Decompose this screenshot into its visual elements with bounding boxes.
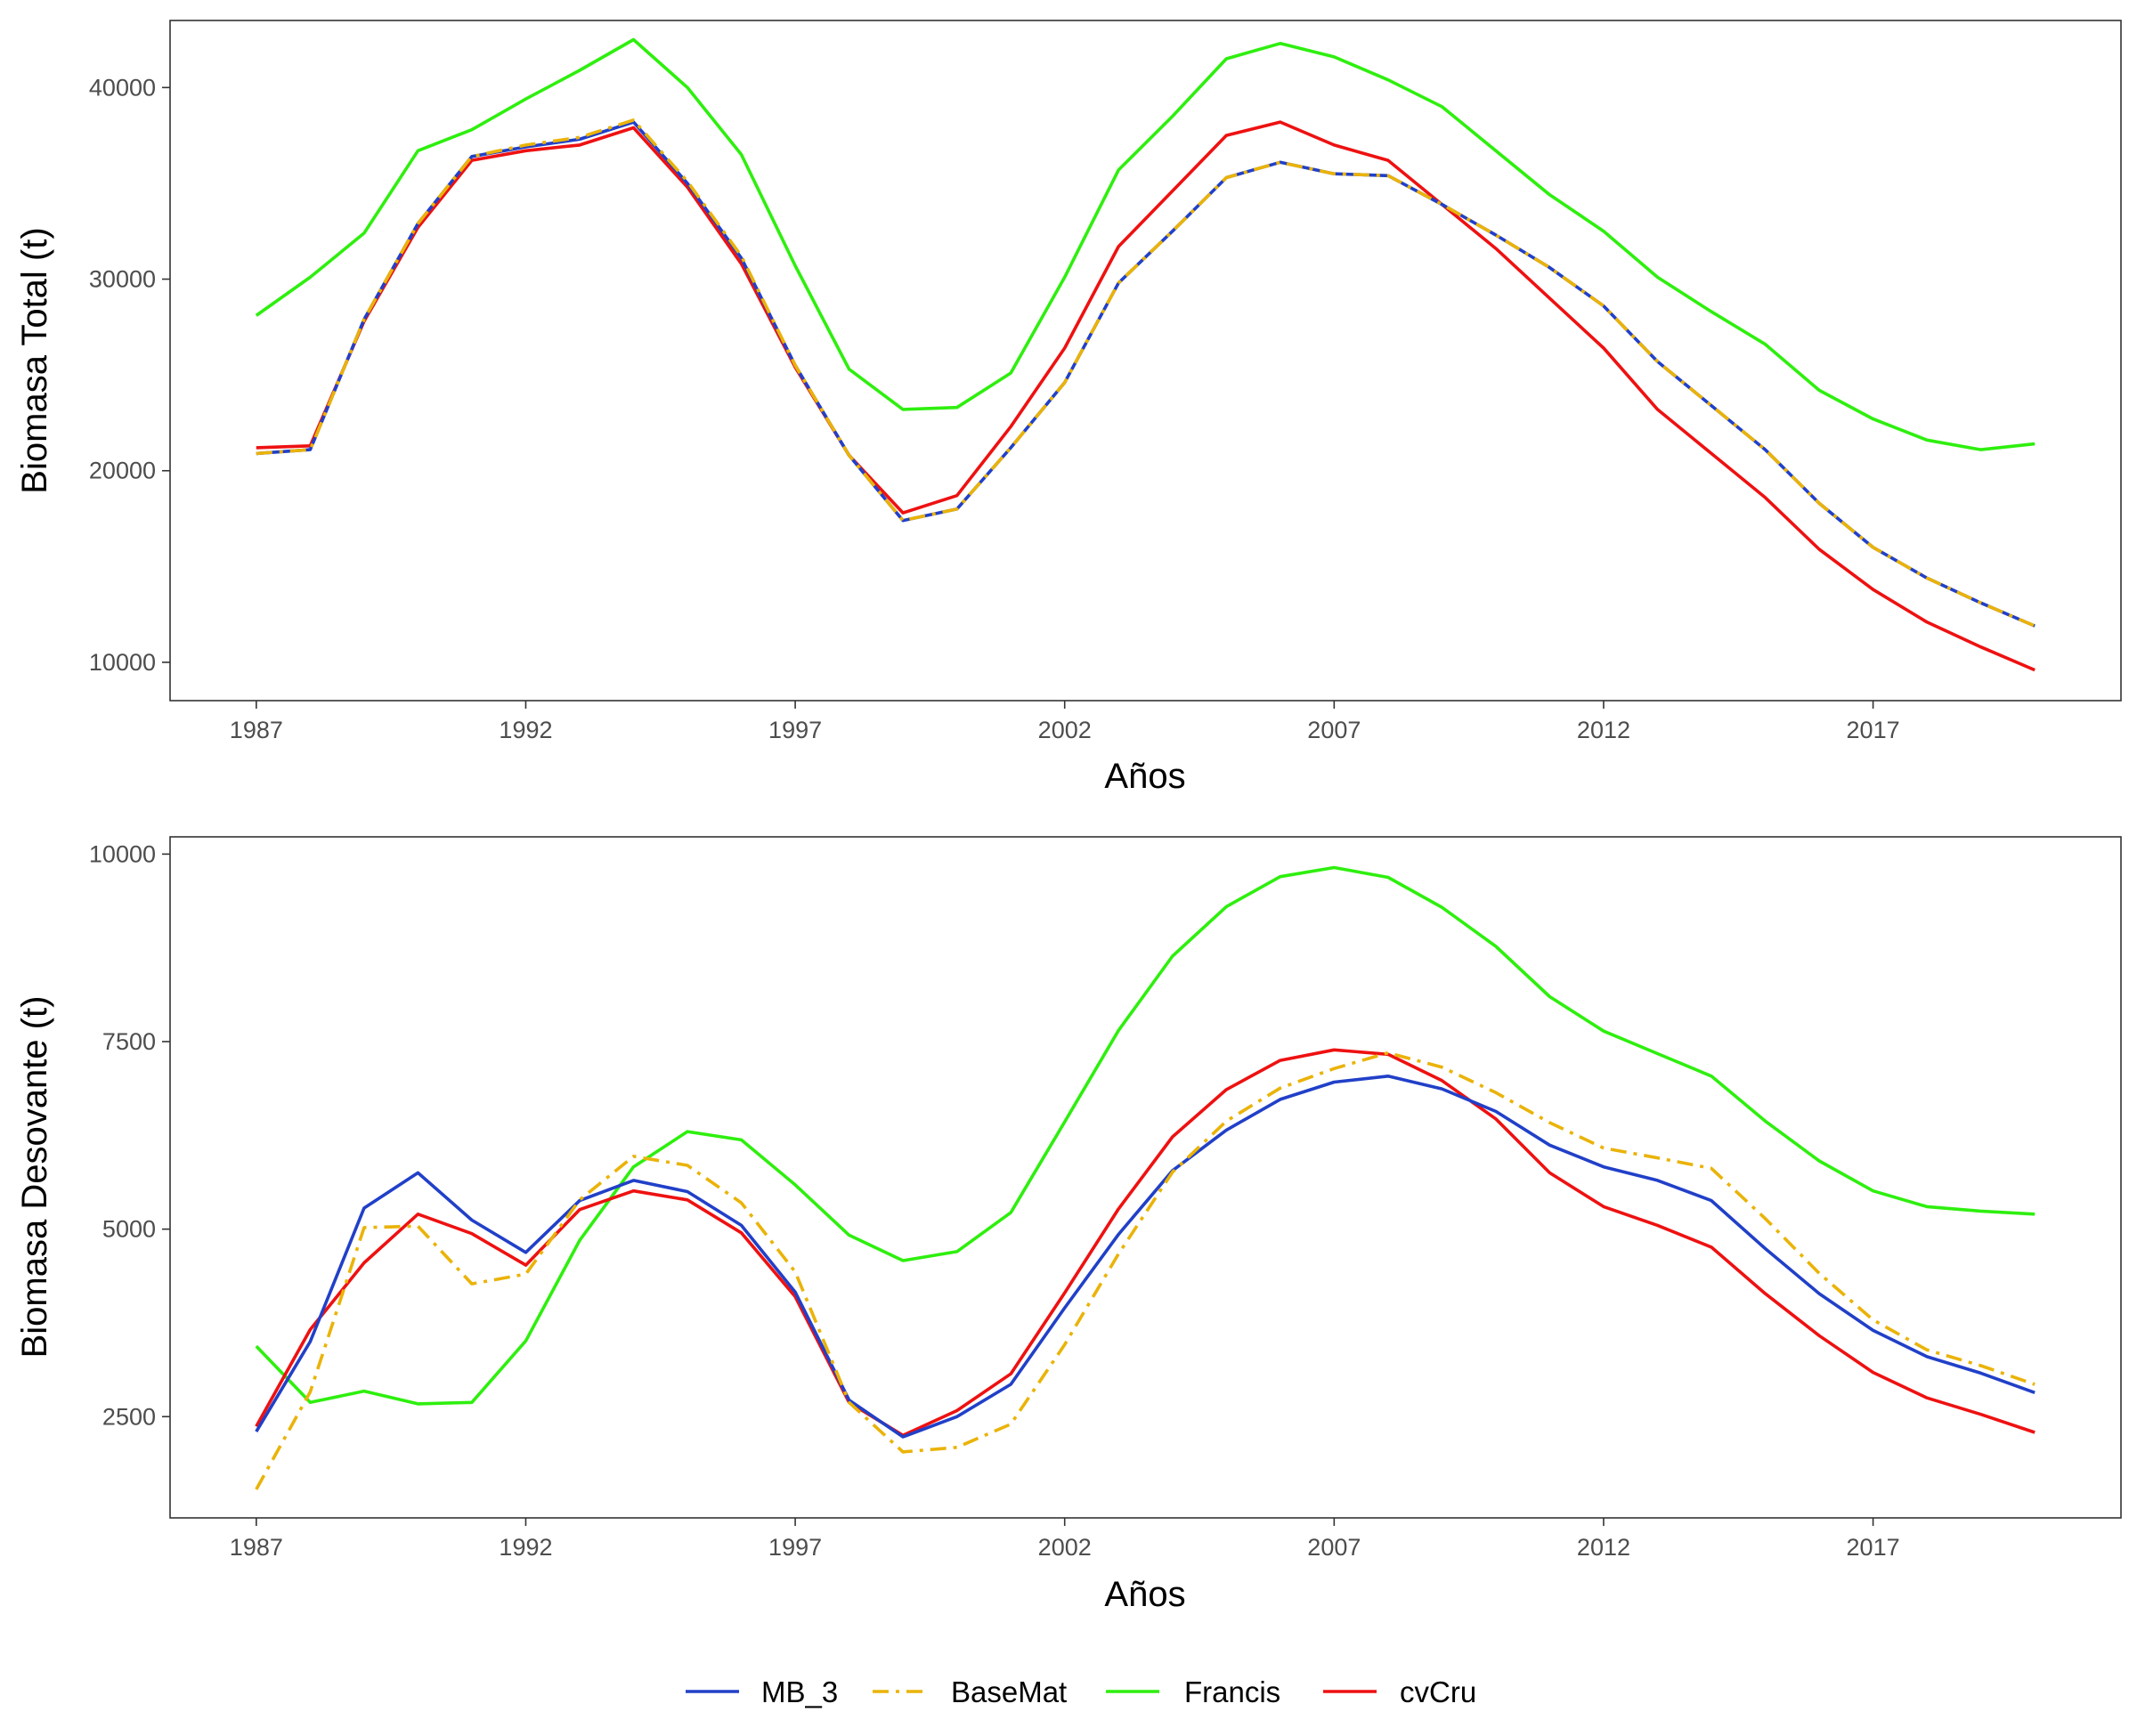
y-tick-label: 20000 [89, 458, 156, 484]
x-tick-label: 2007 [1307, 1534, 1361, 1561]
x-tick-label: 2012 [1577, 1534, 1630, 1561]
y-tick-label: 40000 [89, 74, 156, 101]
x-tick-label: 2017 [1847, 1534, 1900, 1561]
series-line-francis [255, 865, 2035, 1406]
legend-item-cvcru: cvCru [1323, 1675, 1476, 1708]
x-tick-label: 1997 [768, 717, 822, 743]
x-tick-label: 1987 [230, 717, 283, 743]
series-line-mb3 [255, 1075, 2035, 1439]
x-tick-label: 2017 [1847, 717, 1900, 743]
x-axis-title: Años [1104, 757, 1185, 796]
y-axis: 2500 5000 7500 10000 [89, 840, 170, 1430]
x-tick-label: 1987 [230, 1534, 283, 1561]
series-lines [255, 865, 2035, 1490]
series-line-cvcru [255, 1048, 2035, 1438]
legend-item-basemat: BaseMat [873, 1675, 1067, 1708]
x-axis: 1987 1992 1997 2002 2007 2012 2017 [230, 701, 1900, 743]
y-axis-title: Biomasa Total (t) [15, 227, 54, 493]
legend-label-basemat: BaseMat [951, 1675, 1067, 1708]
legend-item-mb3: MB_3 [686, 1675, 838, 1708]
legend-label-francis: Francis [1184, 1675, 1280, 1708]
x-axis-title: Años [1104, 1575, 1185, 1614]
x-tick-label: 1997 [768, 1534, 822, 1561]
x-axis: 1987 1992 1997 2002 2007 2012 2017 [230, 1518, 1900, 1561]
series-lines [255, 37, 2035, 672]
series-line-basemat [256, 118, 2035, 628]
y-axis: 10000 20000 30000 40000 [89, 74, 170, 676]
x-tick-label: 2002 [1038, 1534, 1092, 1561]
y-tick-label: 10000 [89, 649, 156, 676]
y-axis-title: Biomasa Desovante (t) [15, 996, 54, 1359]
x-tick-label: 1992 [499, 717, 552, 743]
x-tick-label: 1992 [499, 1534, 552, 1561]
legend: MB_3 BaseMat Francis cvCru [686, 1675, 1476, 1708]
panel-biomasa-desovante: 2500 5000 7500 10000 1987 1992 1997 2002 2007 20… [15, 836, 2122, 1614]
y-tick-label: 7500 [102, 1028, 156, 1055]
x-tick-label: 2002 [1038, 717, 1092, 743]
legend-item-francis: Francis [1106, 1675, 1280, 1708]
x-tick-label: 2007 [1307, 717, 1361, 743]
legend-label-mb3: MB_3 [761, 1675, 838, 1708]
series-line-cvcru [256, 120, 2035, 672]
y-tick-label: 10000 [89, 840, 156, 867]
y-tick-label: 5000 [102, 1216, 156, 1243]
y-tick-label: 2500 [102, 1403, 156, 1430]
series-line-basemat [255, 1051, 2035, 1490]
panel-border [169, 836, 2122, 1519]
legend-label-cvcru: cvCru [1400, 1675, 1476, 1708]
series-line-mb3 [256, 120, 2035, 628]
panel-biomasa-total: 10000 20000 30000 40000 1987 1992 1997 2002 200… [15, 20, 2122, 796]
series-line-francis [255, 37, 2035, 451]
y-tick-label: 30000 [89, 266, 156, 293]
x-tick-label: 2012 [1577, 717, 1630, 743]
panel-border [169, 20, 2122, 702]
